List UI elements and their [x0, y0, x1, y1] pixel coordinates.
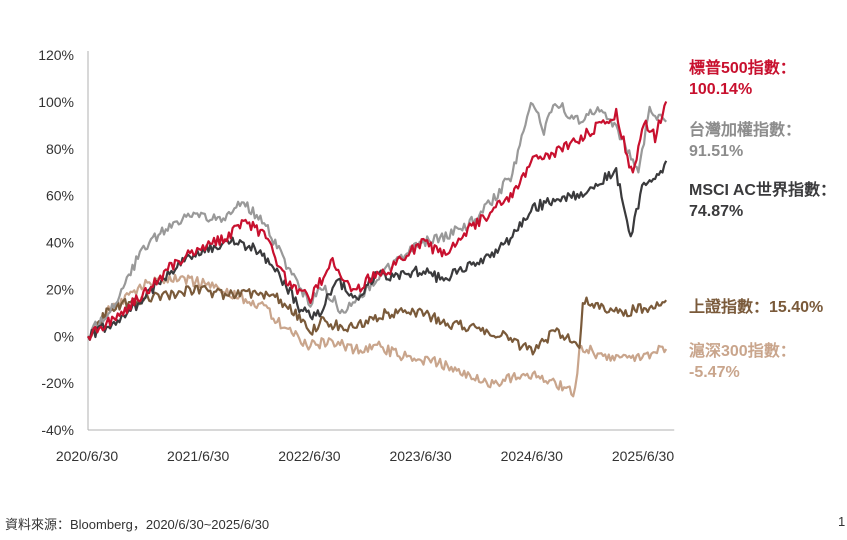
- y-tick-label: 0%: [54, 328, 74, 344]
- y-tick-label: 20%: [46, 281, 74, 297]
- y-tick-label: 80%: [46, 141, 74, 157]
- x-tick-label: 2021/6/30: [167, 448, 229, 464]
- page-number: 1: [838, 514, 846, 529]
- line-chart: 120% 100% 80% 60% 40% 20% 0% -20% -40% 2020/6/30 2…: [38, 47, 674, 464]
- x-tick-label: 2022/6/30: [278, 448, 340, 464]
- x-tick-label: 2024/6/30: [501, 448, 563, 464]
- source-note: 資料來源：Bloomberg，2020/6/30~2025/6/30: [5, 517, 270, 532]
- y-tick-label: 120%: [38, 47, 74, 63]
- legend-msci-acwi-value: 74.87%: [689, 203, 744, 220]
- series-line: [87, 101, 668, 341]
- legend-shanghai-value: 15.40%: [769, 299, 824, 316]
- chart-axes: 120% 100% 80% 60% 40% 20% 0% -20% -40% 2020/6/30 2…: [38, 47, 674, 464]
- y-tick-label: 60%: [46, 188, 74, 204]
- legend-sp500-name: 標普500指數：: [689, 60, 796, 77]
- y-tick-label: -20%: [41, 375, 74, 391]
- x-tick-label: 2020/6/30: [56, 448, 118, 464]
- legend-shanghai-name: 上證指數：: [689, 299, 770, 316]
- legend-taiex-value: 91.51%: [689, 143, 744, 160]
- series-line: [87, 284, 668, 356]
- y-tick-label: 40%: [46, 235, 74, 251]
- legend-shanghai: 上證指數：15.40%: [689, 297, 823, 318]
- legend-msci-acwi-name: MSCI AC世界指數：: [689, 182, 836, 199]
- legend-taiex: 台灣加權指數： 91.51%: [689, 120, 801, 162]
- x-tick-label: 2025/6/30: [612, 448, 674, 464]
- y-tick-label: -40%: [41, 422, 74, 438]
- legend-taiex-name: 台灣加權指數：: [689, 122, 802, 139]
- legend-csi300: 滬深300指數： -5.47%: [689, 341, 796, 383]
- legend-sp500: 標普500指數： 100.14%: [689, 58, 796, 100]
- series-line: [87, 101, 667, 340]
- legend-sp500-value: 100.14%: [689, 81, 753, 98]
- y-tick-label: 100%: [38, 94, 74, 110]
- legend-csi300-name: 滬深300指數：: [689, 343, 796, 360]
- x-tick-label: 2023/6/30: [389, 448, 451, 464]
- legend-csi300-value: -5.47%: [689, 364, 740, 381]
- series-line: [87, 273, 668, 398]
- chart-series-lines: [87, 101, 668, 398]
- legend-msci-acwi: MSCI AC世界指數： 74.87%: [689, 180, 836, 222]
- series-line: [87, 160, 668, 341]
